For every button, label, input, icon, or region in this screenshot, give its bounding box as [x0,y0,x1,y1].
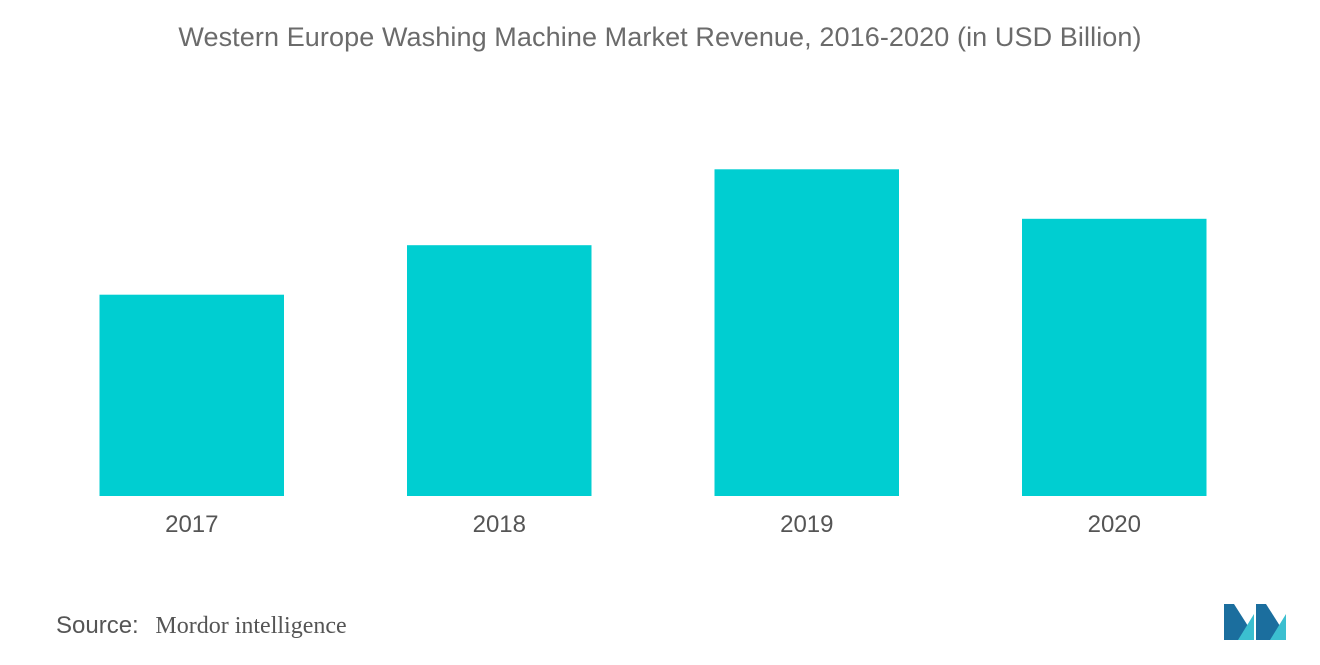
bars-group [99,169,1207,497]
x-tick-label: 2018 [473,511,526,538]
source-label: Source: [56,612,139,639]
x-axis-ticks: 2017 2018 2019 2020 [165,511,1141,538]
source-note: Source: Mordor intelligence [56,612,347,640]
x-tick-label: 2020 [1088,511,1141,538]
bar-2018 [407,245,592,496]
chart-title: Western Europe Washing Machine Market Re… [178,22,1142,52]
mordor-intelligence-logo-icon [1224,604,1286,640]
source-text: Mordor intelligence [155,613,347,639]
x-tick-label: 2017 [165,511,218,538]
bar-2019 [714,169,899,497]
bar-2017 [99,294,284,496]
x-tick-label: 2019 [780,511,833,538]
bar-2020 [1022,218,1207,497]
